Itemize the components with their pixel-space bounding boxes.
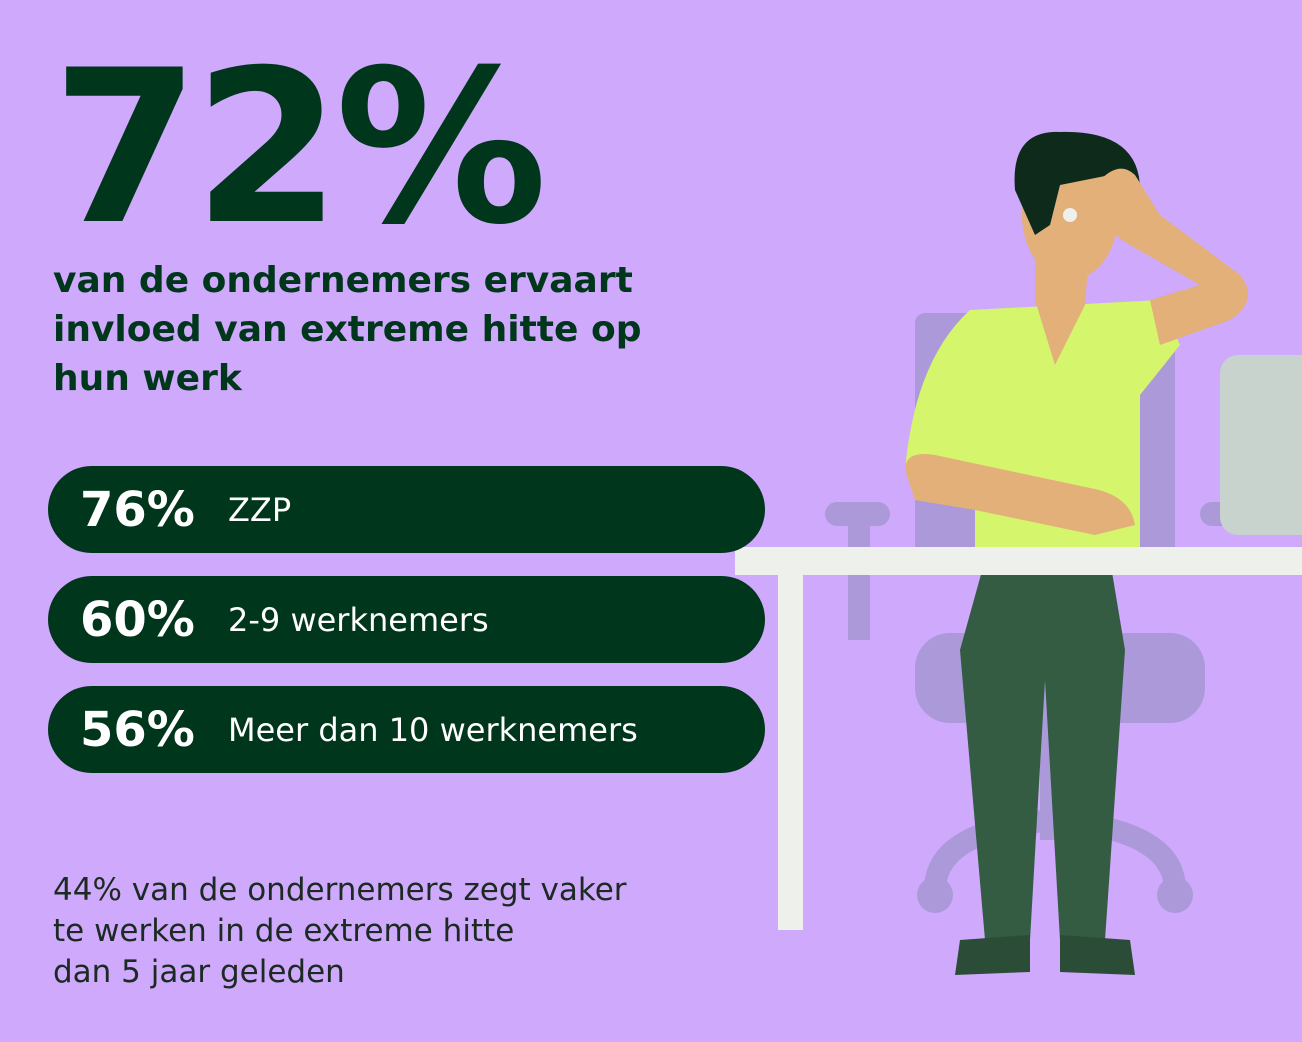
text-line: invloed van extreme hitte op xyxy=(53,309,642,350)
sweat xyxy=(1063,208,1077,222)
desk-top xyxy=(735,547,1302,575)
wheel xyxy=(1157,877,1193,913)
text-line: hun werk xyxy=(53,358,242,399)
hair xyxy=(1014,131,1140,235)
text-line: 44% van de ondernemers zegt vaker xyxy=(53,872,627,908)
desk-leg xyxy=(778,575,803,930)
stat-value: 60% xyxy=(80,591,195,648)
stat-value: 56% xyxy=(80,701,195,758)
armrest xyxy=(825,502,890,526)
text-line: dan 5 jaar geleden xyxy=(53,954,345,990)
stat-label: 2-9 werknemers xyxy=(228,600,489,639)
stat-pill: 56% Meer dan 10 werknemers xyxy=(48,686,765,773)
text-line: te werken in de extreme hitte xyxy=(53,913,515,949)
text-line: van de ondernemers ervaart xyxy=(53,260,633,301)
shoes xyxy=(955,935,1135,975)
stat-label: ZZP xyxy=(228,490,292,529)
arm-lower xyxy=(905,454,1135,535)
stat-pill: 76% ZZP xyxy=(48,466,765,553)
headline-text: van de ondernemers ervaart invloed van e… xyxy=(53,256,641,403)
stat-label: Meer dan 10 werknemers xyxy=(228,710,638,749)
stat-pill: 60% 2-9 werknemers xyxy=(48,576,765,663)
stat-value: 76% xyxy=(80,481,195,538)
arm-raised xyxy=(1100,168,1248,345)
wheel xyxy=(917,877,953,913)
arm-post xyxy=(848,520,870,640)
footnote: 44% van de ondernemers zegt vaker te wer… xyxy=(53,870,627,993)
pants xyxy=(960,560,1125,940)
monitor xyxy=(1220,355,1302,535)
headline-value: 72% xyxy=(52,24,547,271)
